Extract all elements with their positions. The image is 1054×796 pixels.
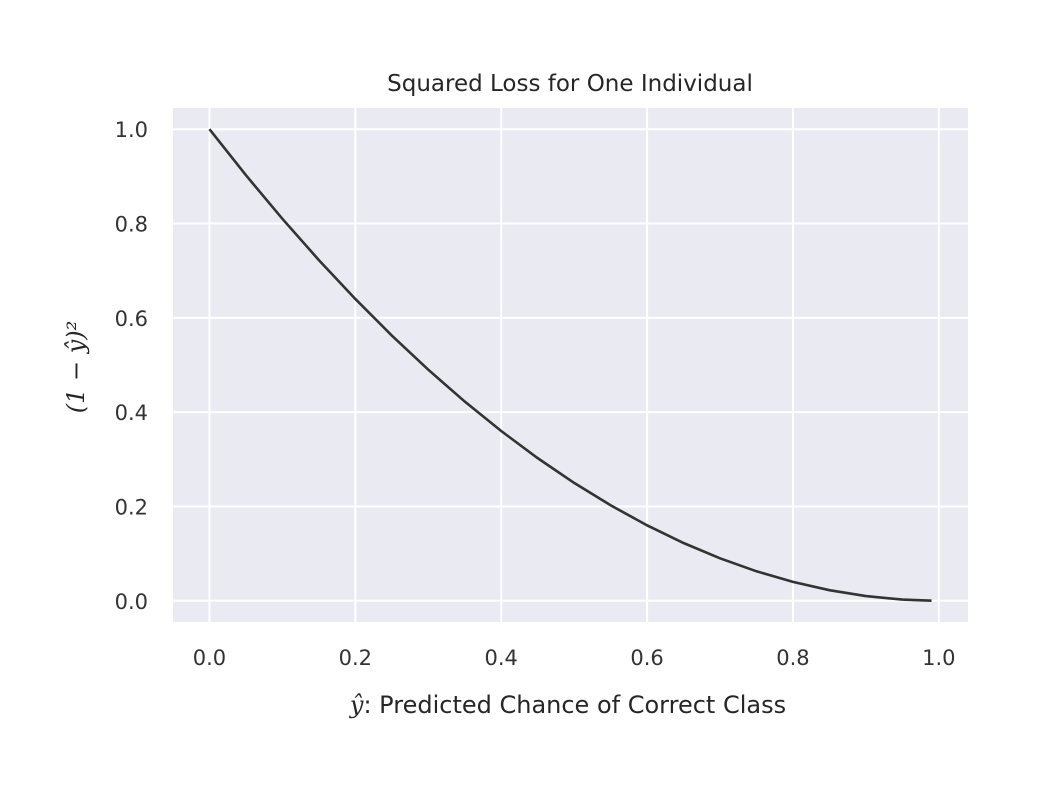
x-tick-label: 0.8 (776, 646, 809, 670)
vertical-gridlines (208, 108, 940, 622)
y-tick-label: 0.6 (115, 307, 148, 331)
y-tick-label: 0.2 (115, 495, 148, 519)
x-tick-label: 0.4 (485, 646, 518, 670)
chart-title: Squared Loss for One Individual (387, 71, 753, 97)
y-tick-labels: 0.0 0.2 0.4 0.6 0.8 1.0 (115, 118, 148, 614)
loss-curve-line (208, 128, 932, 603)
x-tick-label: 0.0 (193, 646, 226, 670)
horizontal-gridlines (173, 128, 968, 602)
plot-area (173, 108, 968, 622)
y-tick-label: 1.0 (115, 118, 148, 142)
x-tick-label: 0.2 (339, 646, 372, 670)
x-axis-label-text: : Predicted Chance of Correct Class (363, 691, 786, 719)
y-axis-label: (1 − ŷ)² (62, 321, 90, 414)
x-tick-label: 0.6 (630, 646, 663, 670)
x-tick-label: 1.0 (922, 646, 955, 670)
x-axis-label: ŷ: Predicted Chance of Correct Class (349, 691, 786, 719)
y-tick-label: 0.0 (115, 590, 148, 614)
y-tick-label: 0.4 (115, 401, 148, 425)
x-tick-labels: 0.0 0.2 0.4 0.6 0.8 1.0 (193, 646, 956, 670)
x-axis-label-variable: ŷ (349, 691, 364, 719)
y-tick-label: 0.8 (115, 213, 148, 237)
